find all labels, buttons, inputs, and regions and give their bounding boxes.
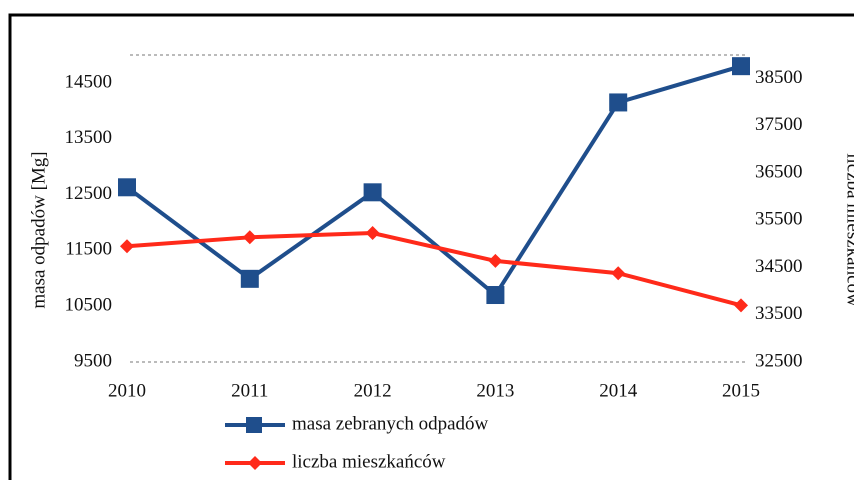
legend-marker [246,417,262,433]
y2-tick-label: 35500 [755,209,803,230]
legend-marker [248,456,262,470]
y-tick-label: 11500 [65,239,112,260]
marker [240,269,259,288]
series-line [126,231,742,308]
y2-tick-label: 33500 [755,303,803,324]
x-tick-label: 2010 [108,380,146,401]
frame [8,13,854,480]
x-tick-label: 2012 [354,380,392,401]
y2-axis-label: liczba mieszkańców [843,153,854,307]
marker [611,266,626,281]
legend-label: masa zebranych odpadów [292,413,489,434]
marker [734,298,748,313]
y-tick-label: 10500 [65,295,113,316]
y2-tick-label: 32500 [755,350,803,371]
y2-tick-label: 37500 [755,114,803,135]
marker [118,178,136,197]
y-axis-label: masa odpadów [Mg] [28,151,49,308]
marker [365,226,380,241]
series-line [125,64,742,299]
y-tick-label: 12500 [65,183,113,204]
y-tick-label: 14500 [65,71,113,92]
marker [363,183,382,202]
y-tick-label: 13500 [65,127,113,148]
marker [242,230,257,245]
x-tick-label: 2014 [599,380,638,401]
legend-label: liczba mieszkańców [292,451,446,472]
marker [609,93,628,112]
y2-tick-label: 38500 [755,67,803,88]
y2-tick-label: 36500 [755,161,803,182]
y-tick-label: 9500 [74,350,112,371]
x-tick-label: 2013 [476,380,514,401]
x-tick-label: 2015 [722,380,760,401]
marker [486,286,505,305]
y2-tick-label: 34500 [755,256,803,277]
marker [488,253,503,268]
marker [120,239,134,254]
marker [732,57,750,76]
x-tick-label: 2011 [231,380,268,401]
